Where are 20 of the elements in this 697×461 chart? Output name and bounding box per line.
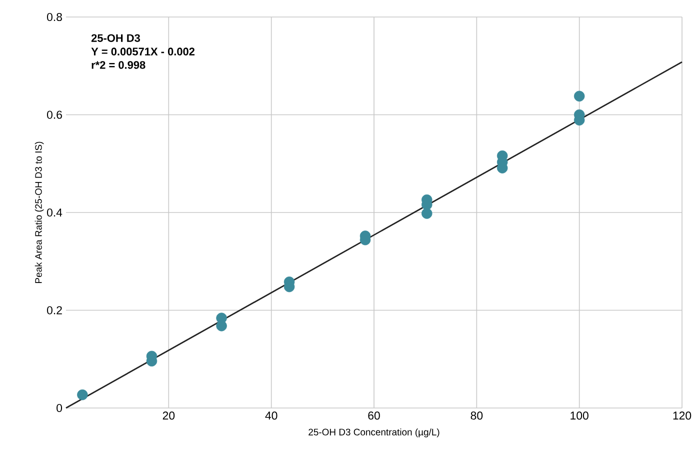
x-tick-label: 120	[673, 412, 692, 420]
x-tick-label: 60	[368, 412, 380, 420]
y-tick-label: 0.6	[47, 110, 62, 119]
point	[216, 320, 227, 332]
x-axis-title: 25-OH D3 Concentration (µg/L)	[308, 428, 440, 438]
y-axis-title: Peak Area Ratio (25-OH D3 to IS)	[34, 142, 44, 283]
annotation: Y = 0.00571X - 0.002	[91, 48, 195, 56]
y-tick-label: 0.4	[47, 208, 62, 217]
annotation: r*2 = 0.998	[92, 61, 146, 69]
annotation: 25-OH D3	[91, 34, 140, 42]
x-tick-label: 80	[470, 412, 483, 420]
y-tick-label: 0.8	[47, 12, 62, 22]
point	[421, 208, 432, 219]
point	[574, 90, 585, 102]
y-tick-label: 0.2	[47, 306, 62, 314]
y-tick-label: 0	[56, 404, 62, 412]
x-tick-label: 100	[570, 412, 588, 420]
x-tick-label: 40	[265, 412, 278, 420]
point	[77, 389, 88, 400]
x-tick-label: 20	[162, 412, 175, 420]
